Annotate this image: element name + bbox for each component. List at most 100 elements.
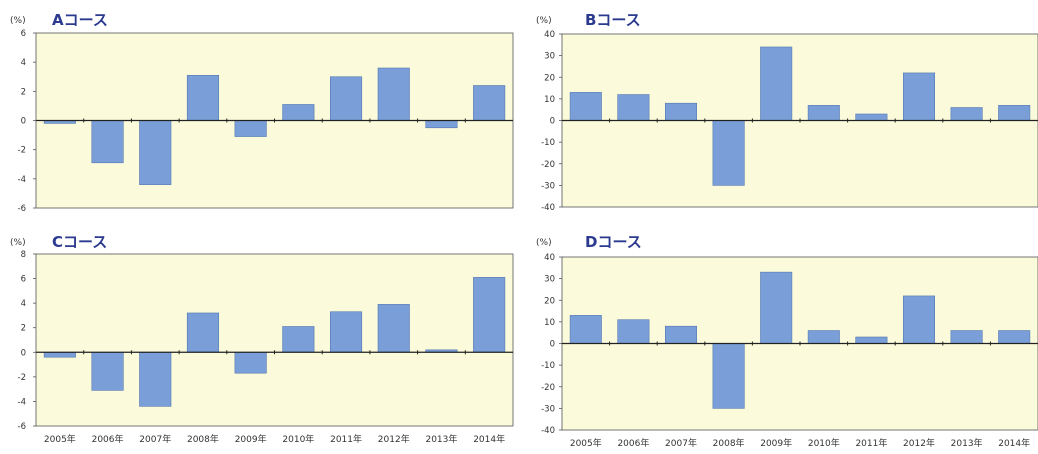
bar-2008年: [186, 74, 219, 121]
x-tick-label: 2006年: [617, 437, 649, 449]
bar-2005年: [569, 92, 602, 121]
y-tick-label: -4: [18, 175, 26, 185]
bar-2010年: [282, 326, 315, 353]
bar-2009年: [760, 46, 793, 121]
y-tick-label: 20: [544, 73, 555, 83]
x-tick-label: 2010年: [282, 433, 314, 445]
y-unit-label: (%): [10, 16, 26, 26]
y-tick-label: -6: [18, 204, 26, 214]
bar-2006年: [617, 319, 650, 344]
x-tick-label: 2014年: [473, 433, 505, 445]
bar-2006年: [91, 120, 124, 164]
y-tick-label: -10: [541, 361, 555, 371]
y-tick-label: -20: [541, 383, 555, 393]
bar-2012年: [902, 295, 936, 344]
bar-2010年: [807, 330, 840, 344]
chart-title: Aコース: [52, 11, 108, 29]
y-tick-label: 0: [21, 348, 26, 358]
bar-2005年: [43, 351, 76, 358]
y-tick-label: 30: [544, 275, 555, 285]
x-tick-label: 2005年: [570, 437, 602, 449]
y-tick-label: 10: [544, 318, 555, 328]
plot-area: [35, 253, 514, 427]
bar-2006年: [91, 351, 124, 391]
bar-2011年: [855, 336, 888, 344]
x-tick-label: 2008年: [713, 437, 745, 449]
x-tick-label: 2014年: [998, 437, 1030, 449]
chart-panel-b: (%) Bコース 40 30 20 10 0 -10 -20 -30 -40: [536, 11, 1038, 213]
bar-2014年: [473, 277, 506, 353]
x-tick-label: 2007年: [139, 433, 171, 445]
y-tick-label: 0: [21, 117, 26, 127]
y-tick-label: 2: [21, 324, 26, 334]
bar-2009年: [234, 120, 267, 137]
bar-2012年: [902, 72, 936, 121]
bar-2010年: [807, 105, 840, 121]
x-tick-label: 2006年: [92, 433, 124, 445]
bar-2014年: [473, 85, 506, 121]
y-tick-label: 2: [21, 87, 26, 97]
chart-title: Dコース: [585, 233, 642, 251]
x-tick-label: 2013年: [951, 437, 983, 449]
x-tick-label: 2011年: [330, 433, 362, 445]
y-tick-label: 20: [544, 296, 555, 306]
y-tick-label: -40: [541, 426, 555, 436]
y-tick-label: 0: [550, 117, 555, 127]
bar-2006年: [617, 94, 650, 121]
y-tick-label: 6: [21, 275, 26, 285]
bar-2007年: [664, 325, 698, 344]
y-tick-label: 10: [544, 95, 555, 105]
bar-2009年: [760, 271, 793, 344]
chart-panel-a: (%) Aコース 6 4 2 0 -2 -4 -6: [10, 11, 514, 214]
x-tick-label: 2011年: [855, 437, 887, 449]
y-tick-label: -6: [18, 422, 26, 432]
y-tick-label: -30: [541, 404, 555, 414]
bar-2011年: [855, 113, 888, 121]
chart-panel-d: (%) Dコース 40 30 20 10 0 -10 -20 -30 -40 2005年 2006年 20…: [536, 233, 1038, 449]
bar-2014年: [998, 330, 1031, 344]
y-tick-label: 6: [21, 29, 26, 39]
x-tick-label: 2013年: [425, 433, 457, 445]
bar-2008年: [712, 120, 745, 186]
bar-2011年: [330, 311, 363, 353]
bar-2010年: [282, 104, 315, 121]
y-tick-label: 8: [21, 250, 26, 260]
y-tick-label: 4: [21, 58, 26, 68]
bar-2005年: [569, 315, 602, 344]
bar-2008年: [712, 343, 745, 409]
bar-2008年: [186, 312, 219, 353]
y-unit-label: (%): [10, 238, 26, 248]
y-tick-label: 0: [550, 340, 555, 350]
y-tick-label: 30: [544, 52, 555, 62]
y-tick-label: -20: [541, 160, 555, 170]
x-tick-label: 2005年: [44, 433, 76, 445]
y-tick-label: 40: [544, 253, 555, 263]
bar-2014年: [998, 105, 1031, 121]
y-unit-label: (%): [536, 238, 552, 248]
x-tick-label: 2010年: [808, 437, 840, 449]
y-tick-label: 4: [21, 299, 26, 309]
bar-2013年: [425, 120, 458, 129]
y-tick-label: 40: [544, 30, 555, 40]
x-tick-label: 2012年: [903, 437, 935, 449]
chart-title: Bコース: [585, 11, 641, 29]
bar-2007年: [139, 120, 172, 185]
bar-2007年: [139, 351, 172, 407]
y-tick-label: -2: [18, 373, 26, 383]
x-tick-label: 2012年: [378, 433, 410, 445]
bar-2007年: [664, 102, 698, 121]
chart-panel-c: (%) Cコース 8 6 4 2 0 -2 -4 -6 2005年 2006年 2007年 2008年 20…: [10, 233, 514, 445]
bar-2013年: [950, 330, 983, 344]
bar-2011年: [330, 76, 363, 121]
x-tick-label: 2007年: [665, 437, 697, 449]
bar-2012年: [377, 67, 410, 121]
y-tick-label: -4: [18, 397, 26, 407]
y-unit-label: (%): [536, 16, 552, 26]
x-tick-label: 2009年: [235, 433, 267, 445]
x-tick-label: 2008年: [187, 433, 219, 445]
y-tick-label: -30: [541, 181, 555, 191]
y-tick-label: -2: [18, 146, 26, 156]
bar-2009年: [234, 351, 267, 374]
y-tick-label: -10: [541, 138, 555, 148]
